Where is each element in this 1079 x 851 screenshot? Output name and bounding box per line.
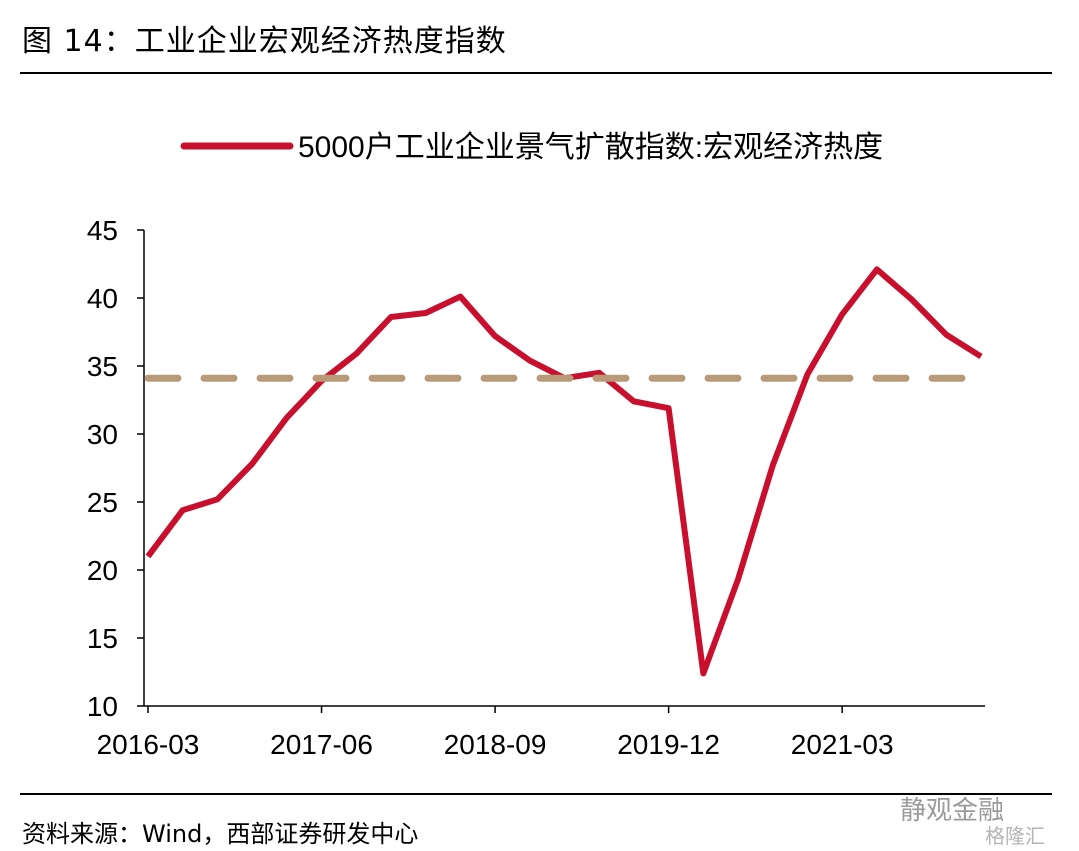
- axes: 10 15 20 25 30 35 40 45 2016-03 2017-06 2018-09 201…: [87, 215, 985, 760]
- x-tick-label: 2017-06: [270, 729, 373, 760]
- y-tick-label: 35: [87, 351, 118, 382]
- source-note: 资料来源：Wind，西部证券研发中心: [22, 820, 419, 848]
- y-tick-label: 45: [87, 215, 118, 246]
- figure-title: 图 14：工业企业宏观经济热度指数: [22, 24, 507, 59]
- y-tick-label: 40: [87, 283, 118, 314]
- watermark-primary: 静观金融: [900, 796, 1005, 826]
- y-tick-label: 30: [87, 419, 118, 450]
- x-tick-label: 2016-03: [97, 729, 200, 760]
- y-tick-label: 15: [87, 623, 118, 654]
- x-tick-label: 2018-09: [444, 729, 547, 760]
- legend-label-series: 5000户工业企业景气扩散指数:宏观经济热度: [298, 131, 883, 164]
- legend: 5000户工业企业景气扩散指数:宏观经济热度: [180, 131, 883, 164]
- series-line-macro-heat: [145, 266, 983, 677]
- watermark-secondary: 格隆汇: [985, 824, 1045, 848]
- y-tick-label: 20: [87, 555, 118, 586]
- y-tick-label: 25: [87, 487, 118, 518]
- x-tick-label: 2019-12: [617, 729, 720, 760]
- y-tick-label: 10: [87, 691, 118, 722]
- x-tick-label: 2021-03: [791, 729, 894, 760]
- bottom-rule: [20, 793, 1052, 795]
- top-rule: [20, 72, 1052, 74]
- series-layer: [144, 266, 985, 677]
